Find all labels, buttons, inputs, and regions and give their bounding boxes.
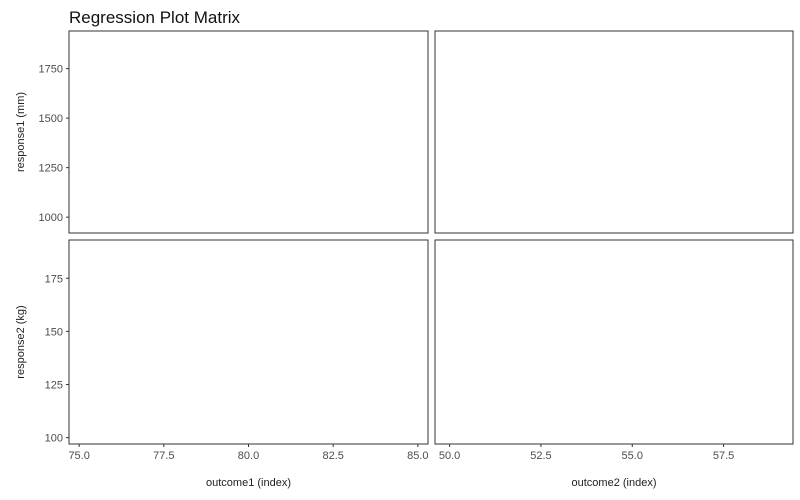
y-tick-label: 1750 [39, 64, 63, 76]
panel-r1-c0: 75.0 77.5 80.0 82.5 85.0 100 125 150 175 [45, 239, 429, 462]
x-tick-label: 52.5 [530, 450, 551, 462]
y-tick-label: 1500 [39, 113, 63, 125]
panel-r0-c0: 1000 1250 1500 1750 [39, 30, 429, 234]
x-tick-label: 50.0 [439, 450, 460, 462]
chart-title: Regression Plot Matrix [69, 8, 241, 27]
panel-r1-c1: 50.0 52.5 55.0 57.5 [434, 239, 794, 462]
panels-layer: 1000 1250 1500 1750 75.0 77.5 80.0 82.5 85.0 100 1… [15, 30, 794, 489]
panel-r0-c1 [434, 30, 794, 234]
x-tick-label: 82.5 [322, 450, 343, 462]
y-tick-label: 100 [45, 433, 63, 445]
y-tick-label: 1000 [39, 212, 63, 224]
x-tick-label: 55.0 [622, 450, 643, 462]
x-tick-label: 80.0 [238, 450, 259, 462]
y-tick-label: 150 [45, 326, 63, 338]
y-axis-title: response1 (mm) [15, 92, 27, 172]
x-axis-title: outcome1 (index) [206, 477, 291, 489]
x-tick-label: 77.5 [153, 450, 174, 462]
panel-frame [68, 239, 429, 445]
panel-frame [434, 239, 794, 445]
x-axis-title: outcome2 (index) [572, 477, 657, 489]
x-tick-label: 57.5 [713, 450, 734, 462]
panel-frame [434, 30, 794, 234]
y-tick-label: 175 [45, 273, 63, 285]
panel-frame [68, 30, 429, 234]
y-tick-label: 1250 [39, 163, 63, 175]
x-tick-label: 85.0 [407, 450, 428, 462]
y-tick-label: 125 [45, 380, 63, 392]
x-tick-label: 75.0 [68, 450, 89, 462]
y-axis-title: response2 (kg) [15, 305, 27, 378]
